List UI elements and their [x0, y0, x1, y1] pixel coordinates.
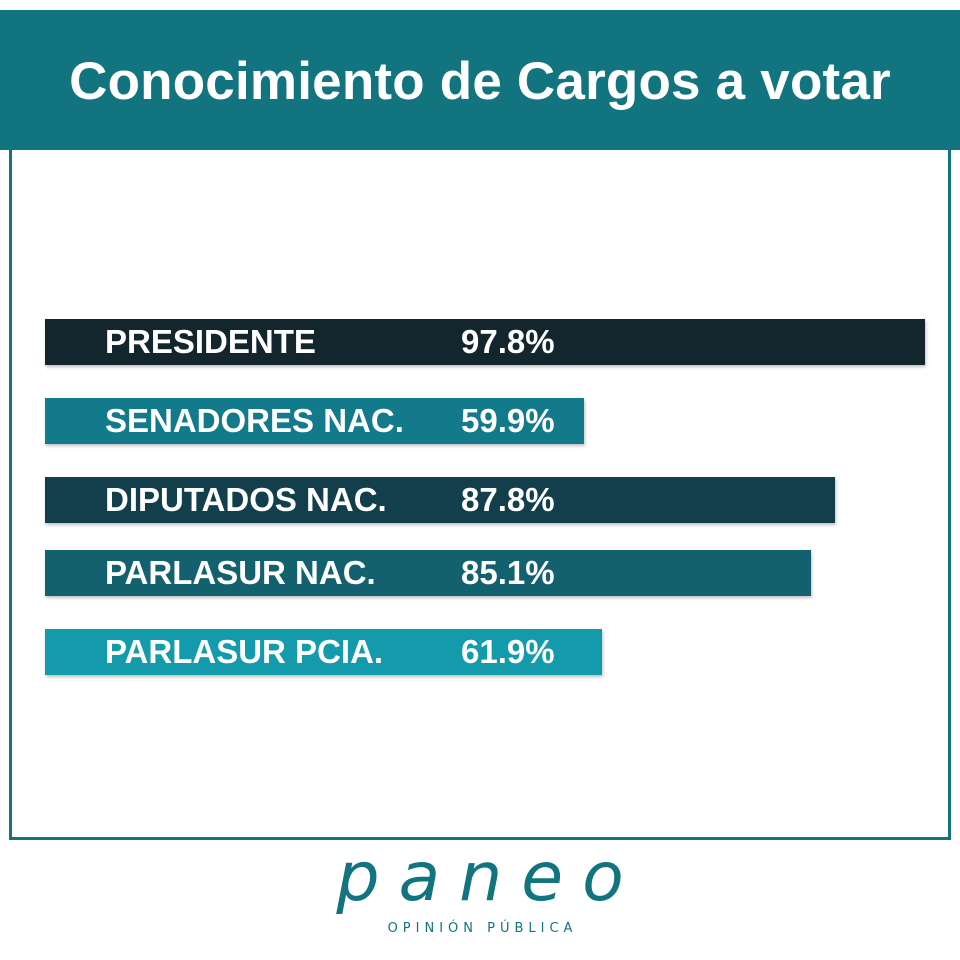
bar-category-label: DIPUTADOS NAC. — [105, 481, 387, 518]
bar-value-label: 61.9% — [461, 633, 555, 670]
bar — [45, 398, 584, 444]
brand-logo: paneo — [336, 838, 643, 917]
bar-value-label: 87.8% — [461, 481, 555, 518]
bar — [45, 550, 811, 596]
bar-category-label: PRESIDENTE — [105, 323, 316, 360]
bar — [45, 477, 835, 523]
bar-value-label: 85.1% — [461, 554, 555, 591]
title-banner — [0, 10, 960, 150]
bar-value-label: 59.9% — [461, 402, 555, 439]
bar-category-label: PARLASUR PCIA. — [105, 633, 384, 670]
bar-category-label: SENADORES NAC. — [105, 402, 404, 439]
bar — [45, 629, 602, 675]
chart-title: Conocimiento de Cargos a votar — [69, 52, 891, 111]
bar-category-label: PARLASUR NAC. — [105, 554, 376, 591]
bar-value-label: 97.8% — [461, 323, 555, 360]
bar — [45, 319, 925, 365]
brand-tagline: OPINIÓN PÚBLICA — [387, 921, 578, 936]
